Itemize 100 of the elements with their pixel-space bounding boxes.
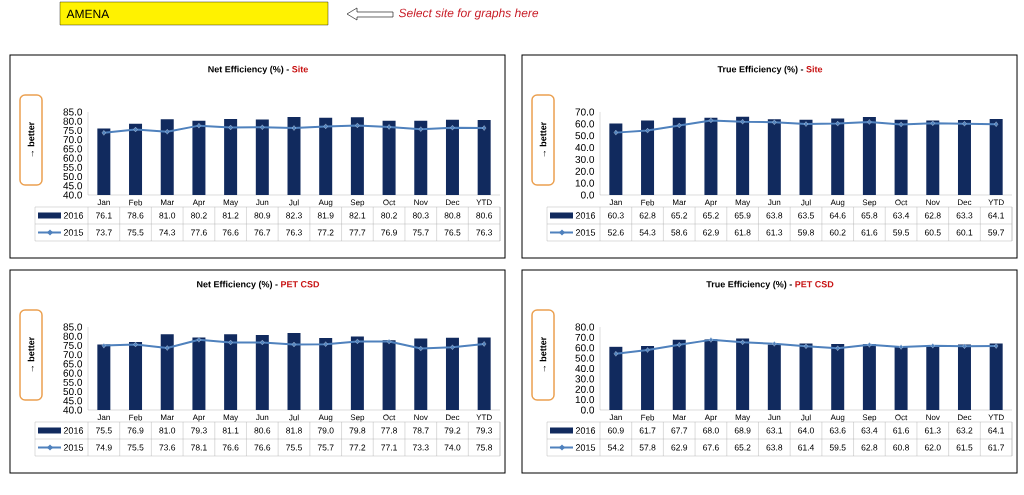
- data-label: 82.1: [349, 212, 366, 219]
- point: [677, 342, 682, 348]
- y-axis-title: → better: [539, 121, 547, 157]
- data-label: 79.0: [317, 427, 334, 434]
- y-tick-label: 55.0: [63, 163, 83, 171]
- data-label: 60.8: [893, 444, 909, 451]
- point: [803, 121, 809, 127]
- point: [708, 117, 713, 124]
- x-tick-label: Apr: [192, 414, 206, 422]
- text: Select site for graphs here: [398, 8, 539, 20]
- data-label: 79.8: [349, 427, 366, 434]
- x-tick-label: Aug: [318, 414, 333, 422]
- data-label: 81.0: [159, 212, 176, 219]
- bar: [989, 343, 1003, 410]
- data-label: 75.8: [476, 444, 493, 451]
- y-tick-label: 0.0: [580, 191, 595, 199]
- data-label: 76.7: [254, 229, 271, 236]
- data-label: 76.3: [286, 229, 302, 236]
- data-label: 60.5: [924, 229, 941, 236]
- y-tick-label: 55.0: [63, 378, 83, 386]
- x-tick-label: May: [223, 199, 239, 207]
- point: [133, 126, 138, 133]
- data-label: 77.6: [191, 229, 207, 236]
- bar: [957, 344, 971, 410]
- x-tick-label: Nov: [414, 199, 428, 206]
- y-tick-label: 40.0: [575, 364, 595, 373]
- legend-label: 2016: [63, 212, 84, 219]
- x-tick-label: Aug: [830, 199, 845, 207]
- x-tick-label: May: [735, 199, 751, 207]
- point: [228, 124, 233, 131]
- data-label: 62.9: [703, 229, 719, 236]
- data-label: 80.3: [412, 212, 429, 219]
- data-label: 67.7: [671, 427, 688, 434]
- bar: [767, 344, 781, 410]
- point: [387, 124, 392, 130]
- data-label: 59.5: [829, 444, 846, 451]
- data-label: 75.5: [127, 229, 144, 236]
- data-label: 63.5: [798, 212, 814, 219]
- data-label: 77.7: [349, 229, 366, 236]
- point: [677, 122, 682, 129]
- data-label: 67.6: [703, 444, 719, 451]
- data-label: 73.6: [159, 444, 176, 451]
- data-label: 61.8: [734, 229, 751, 236]
- data-label: 62.8: [639, 212, 656, 219]
- data-label: 60.3: [608, 212, 624, 219]
- chart-subtitle: Site: [806, 65, 823, 73]
- x-tick-label: Oct: [383, 199, 396, 206]
- x-tick-label: Sep: [862, 199, 877, 207]
- x-tick-label: Nov: [414, 414, 428, 421]
- x-tick-label: May: [223, 414, 239, 422]
- y-tick-label: 40.0: [63, 406, 83, 414]
- x-tick-label: Mar: [161, 414, 174, 421]
- y-tick-label: 75.0: [63, 341, 83, 349]
- point: [867, 342, 872, 348]
- x-tick-label: Mar: [161, 199, 174, 206]
- data-label: 62.8: [924, 212, 941, 219]
- x-tick-label: Jul: [289, 199, 299, 206]
- x-tick-label: Jul: [801, 199, 811, 206]
- x-tick-label: Feb: [129, 414, 143, 421]
- data-label: 75.5: [96, 427, 112, 434]
- point: [835, 345, 840, 351]
- point: [708, 337, 713, 343]
- data-label: 76.1: [96, 212, 112, 219]
- data-label: 54.3: [639, 229, 656, 236]
- data-label: 79.3: [476, 427, 493, 434]
- y-tick-label: 80.0: [63, 332, 83, 340]
- x-tick-label: Jan: [97, 199, 110, 206]
- point: [482, 125, 487, 131]
- point: [260, 339, 265, 346]
- point: [740, 119, 745, 125]
- point: [165, 345, 170, 351]
- data-label: 76.6: [222, 444, 239, 451]
- point: [645, 127, 650, 134]
- bar: [926, 346, 940, 410]
- data-label: 61.3: [766, 229, 783, 236]
- x-tick-label: YTD: [988, 199, 1004, 206]
- chart-subtitle: PET CSD: [281, 281, 320, 288]
- point: [740, 339, 745, 346]
- data-label: 76.5: [444, 229, 461, 236]
- point: [994, 121, 999, 127]
- chart-title: True Efficiency (%) -: [717, 65, 804, 75]
- point: [196, 122, 201, 129]
- chart-subtitle: PET CSD: [795, 281, 834, 288]
- data-label: 63.4: [861, 427, 878, 434]
- text: AMENA: [66, 9, 110, 19]
- x-tick-label: Feb: [641, 199, 655, 206]
- point: [645, 347, 650, 353]
- data-label: 75.5: [127, 444, 144, 451]
- legend-label: 2015: [575, 229, 596, 236]
- point: [196, 337, 201, 343]
- y-tick-label: 85.0: [63, 323, 83, 331]
- data-label: 62.9: [671, 444, 688, 451]
- y-tick-label: 45.0: [63, 397, 83, 405]
- data-label: 73.3: [412, 444, 429, 451]
- point: [930, 343, 935, 349]
- data-label: 76.9: [127, 427, 144, 434]
- y-axis-title: → better: [539, 336, 547, 372]
- x-tick-label: Oct: [383, 414, 396, 421]
- chart-subtitle: Site: [292, 65, 308, 73]
- data-label: 76.9: [381, 229, 397, 236]
